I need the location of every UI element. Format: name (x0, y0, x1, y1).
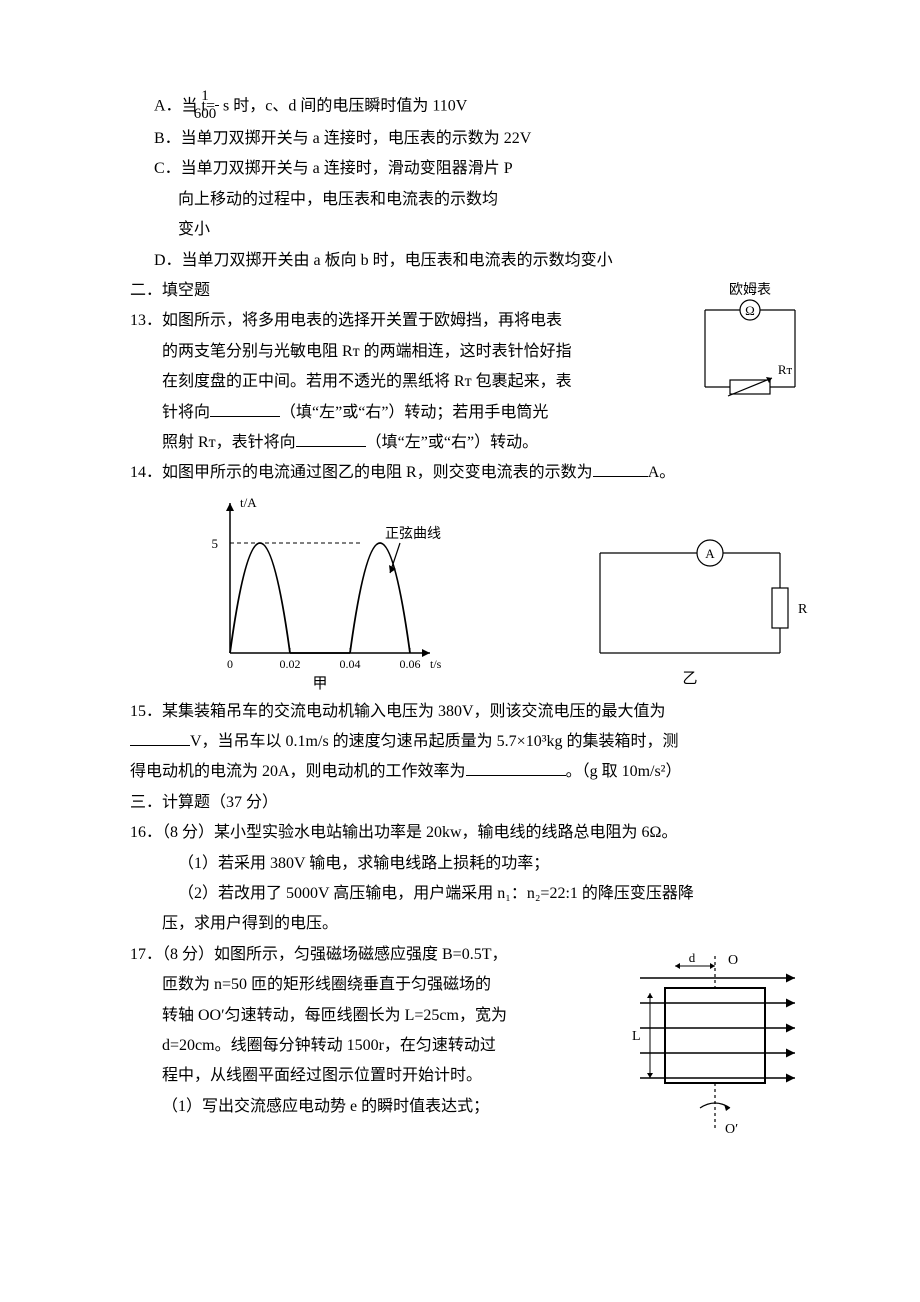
oprime-label: O′ (725, 1122, 738, 1137)
q13-l3: 在刻度盘的正中间。若用不透光的黑纸将 Rᴛ 包裹起来，表 (130, 367, 670, 397)
xtick-0: 0 (227, 657, 233, 671)
section-3-heading: 三．计算题（37 分） (130, 788, 810, 818)
blank (593, 460, 648, 477)
option-a-post: s 时，c、d 间的电压瞬时值为 110V (219, 98, 467, 115)
q14-figures: t/A 5 0 0.02 0.04 0.06 t/s 正弦曲线 (190, 493, 810, 693)
resistor-label: R (798, 602, 808, 617)
q13-l4: 针将向 （填“左”或“右”）转动；若用手电筒光 (130, 398, 670, 428)
q15-l2b: V，当吊车以 0.1m/s 的速度匀速吊起质量为 5.7×10³kg 的集装箱时… (190, 733, 679, 750)
xtick-3: 0.06 (400, 657, 421, 671)
option-c-l2: 向上移动的过程中，电压表和电流表的示数均 (130, 185, 810, 215)
q14-circuit-svg: A R 乙 (580, 523, 810, 693)
circuit-caption: 乙 (682, 671, 697, 687)
d-label: d (689, 950, 696, 965)
q14-b: A。 (648, 464, 676, 481)
fraction: 1600 (215, 88, 219, 122)
q13-l5b: （填“左”或“右”）转动。 (366, 434, 538, 451)
option-c-l3: 变小 (130, 215, 810, 245)
page: A．当 t=1600 s 时，c、d 间的电压瞬时值为 110V B．当单刀双掷… (0, 0, 920, 1302)
ohm-meter-label: 欧姆表 (729, 282, 771, 298)
q13-l4b: （填“左”或“右”）转动；若用手电筒光 (280, 404, 548, 421)
q16-l1: 16．（8 分）某小型实验水电站输出功率是 20kw，输电线的线路总电阻为 6Ω… (130, 818, 810, 848)
frac-num: 1 (215, 88, 219, 106)
xtick-2: 0.04 (340, 657, 361, 671)
q13-circuit: 欧姆表 Ω Rᴛ (690, 282, 810, 432)
blank (130, 729, 190, 746)
q13-l2: 的两支笔分别与光敏电阻 Rᴛ 的两端相连，这时表针恰好指 (130, 337, 670, 367)
q14-line: 14．如图甲所示的电流通过图乙的电阻 R，则交变电流表的示数为 A。 (130, 458, 810, 488)
rt-label: Rᴛ (778, 362, 793, 377)
ammeter-label: A (705, 546, 715, 561)
blank (210, 400, 280, 417)
q15-l3a: 得电动机的电流为 20A，则电动机的工作效率为 (130, 763, 466, 780)
q17-l6: （1）写出交流感应电动势 e 的瞬时值表达式； (130, 1092, 600, 1122)
q17-l5: 程中，从线圈平面经过图示位置时开始计时。 (130, 1061, 600, 1091)
xtick-1: 0.02 (280, 657, 301, 671)
q13-l4a: 针将向 (162, 404, 210, 421)
q15-l1: 15．某集装箱吊车的交流电动机输入电压为 380V，则该交流电压的最大值为 (130, 697, 810, 727)
frac-den: 600 (215, 106, 219, 123)
ytick-5: 5 (212, 536, 219, 551)
section-2-heading: 二．填空题 (130, 276, 670, 306)
y-axis-label: t/A (240, 495, 257, 510)
ohm-symbol: Ω (745, 303, 755, 318)
o-label: O (728, 953, 738, 968)
q16-l2: （1）若采用 380V 输电，求输电线路上损耗的功率； (130, 849, 810, 879)
q17-l4: d=20cm。线圈每分钟转动 1500r，在匀速转动过 (130, 1031, 600, 1061)
x-axis-unit: t/s (430, 657, 442, 671)
blank (296, 430, 366, 447)
option-b: B．当单刀双掷开关与 a 连接时，电压表的示数为 22V (130, 124, 810, 154)
blank (466, 759, 566, 776)
option-c-l1: C．当单刀双掷开关与 a 连接时，滑动变阻器滑片 P (130, 154, 810, 184)
q15-l2: V，当吊车以 0.1m/s 的速度匀速吊起质量为 5.7×10³kg 的集装箱时… (130, 727, 810, 757)
q14-circuit: A R 乙 (580, 523, 810, 693)
q17-l1: 17．（8 分）如图所示，匀强磁场磁感应强度 B=0.5T， (130, 940, 600, 970)
q15-l3b: 。（g 取 10m/s²） (566, 763, 682, 780)
q17-figure: d O L O′ (620, 948, 810, 1138)
q16-l4: 压，求用户得到的电压。 (130, 909, 810, 939)
q15-l3: 得电动机的电流为 20A，则电动机的工作效率为 。（g 取 10m/s²） (130, 757, 810, 787)
chart-caption: 甲 (312, 676, 327, 692)
q16-l3: （2）若改用了 5000V 高压输电，用户端采用 n₁：n₂=22:1 的降压变… (130, 879, 810, 909)
q13-l1: 13．如图所示，将多用电表的选择开关置于欧姆挡，再将电表 (130, 306, 670, 336)
q13-l5a: 照射 Rᴛ，表针将向 (162, 434, 296, 451)
q17-figure-svg: d O L O′ (620, 948, 810, 1138)
option-a: A．当 t=1600 s 时，c、d 间的电压瞬时值为 110V (130, 90, 810, 124)
q17-l2: 匝数为 n=50 匝的矩形线圈绕垂直于匀强磁场的 (130, 970, 600, 1000)
option-d: D．当单刀双掷开关由 a 板向 b 时，电压表和电流表的示数均变小 (130, 246, 810, 276)
q14-chart: t/A 5 0 0.02 0.04 0.06 t/s 正弦曲线 (190, 493, 450, 693)
q14-chart-svg: t/A 5 0 0.02 0.04 0.06 t/s 正弦曲线 (190, 493, 450, 693)
l-label: L (632, 1029, 641, 1044)
q13-circuit-svg: 欧姆表 Ω Rᴛ (690, 282, 810, 432)
q17-l3: 转轴 OO′匀速转动，每匝线圈长为 L=25cm，宽为 (130, 1001, 600, 1031)
q13-l5: 照射 Rᴛ，表针将向 （填“左”或“右”）转动。 (130, 428, 670, 458)
q14-a: 14．如图甲所示的电流通过图乙的电阻 R，则交变电流表的示数为 (130, 464, 593, 481)
annotation-text: 正弦曲线 (385, 526, 441, 542)
